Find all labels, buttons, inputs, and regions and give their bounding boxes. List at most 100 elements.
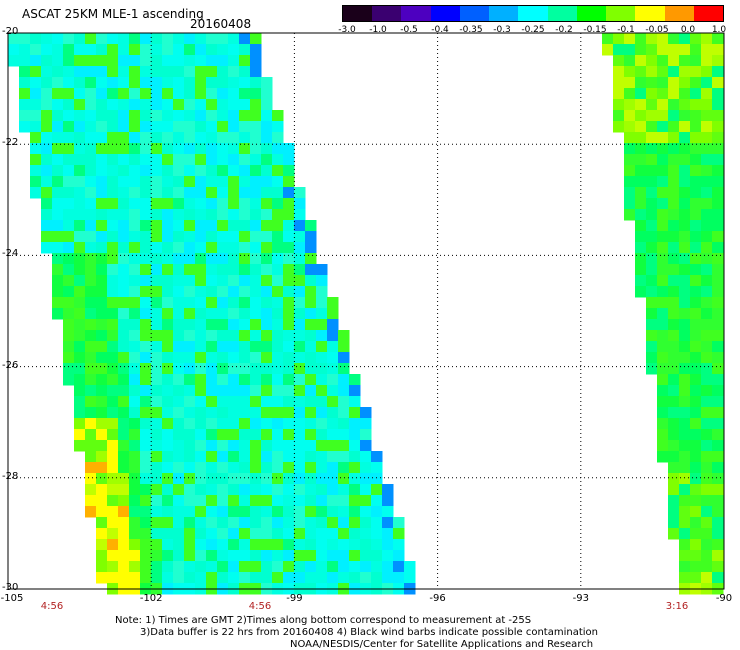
- swath-cell: [679, 407, 691, 419]
- note-line-2: 3)Data buffer is 22 hrs from 20160408 4)…: [140, 627, 598, 638]
- swath-cell: [261, 495, 273, 507]
- swath-cell: [316, 341, 328, 353]
- swath-cell: [195, 110, 207, 122]
- swath-cell: [283, 374, 295, 386]
- swath-cell: [85, 396, 97, 408]
- swath-cell: [250, 319, 262, 331]
- swath-cell: [52, 77, 64, 89]
- swath-cell: [85, 77, 97, 89]
- time-label-3: 3:16: [665, 601, 689, 612]
- swath-cell: [250, 341, 262, 353]
- swath-cell: [283, 341, 295, 353]
- swath-cell: [679, 154, 691, 166]
- swath-cell: [118, 77, 130, 89]
- swath-cell: [140, 484, 152, 496]
- swath-cell: [668, 264, 680, 276]
- swath-cell: [228, 352, 240, 364]
- swath-cell: [63, 363, 75, 375]
- swath-cell: [129, 396, 141, 408]
- swath-cell: [261, 209, 273, 221]
- swath-cell: [85, 473, 97, 485]
- swath-cell: [305, 231, 317, 243]
- swath-cell: [272, 484, 284, 496]
- swath-cell: [140, 264, 152, 276]
- swath-cell: [679, 528, 691, 540]
- swath-cell: [250, 462, 262, 474]
- swath-cell: [162, 187, 174, 199]
- swath-cell: [250, 99, 262, 111]
- swath-cell: [690, 44, 702, 56]
- swath-cell: [690, 539, 702, 551]
- swath-cell: [690, 220, 702, 232]
- color-scale-tick-label: -0.35: [459, 25, 483, 35]
- swath-cell: [228, 396, 240, 408]
- swath-cell: [107, 495, 119, 507]
- swath-cell: [690, 253, 702, 265]
- swath-cell: [195, 561, 207, 573]
- swath-cell: [162, 176, 174, 188]
- swath-cell: [635, 66, 647, 78]
- swath-cell: [305, 506, 317, 518]
- swath-cell: [206, 231, 218, 243]
- swath-cell: [635, 275, 647, 287]
- swath-cell: [195, 330, 207, 342]
- swath-cell: [173, 88, 185, 100]
- swath-cell: [327, 550, 339, 562]
- swath-cell: [371, 473, 383, 485]
- swath-cell: [96, 55, 108, 67]
- swath-cell: [239, 99, 251, 111]
- swath-cell: [151, 297, 163, 309]
- swath-cell: [151, 539, 163, 551]
- swath-cell: [239, 33, 251, 45]
- swath-cell: [712, 154, 724, 166]
- swath-cell: [305, 385, 317, 397]
- swath-cell: [283, 264, 295, 276]
- swath-cell: [162, 539, 174, 551]
- swath-cell: [272, 440, 284, 452]
- swath-cell: [228, 44, 240, 56]
- swath-cell: [250, 66, 262, 78]
- swath-cell: [63, 121, 75, 133]
- swath-cell: [338, 418, 350, 430]
- swath-cell: [195, 55, 207, 67]
- swath-cell: [30, 132, 42, 144]
- swath-cell: [173, 319, 185, 331]
- swath-cell: [272, 253, 284, 265]
- swath-cell: [151, 363, 163, 375]
- swath-cell: [118, 550, 130, 562]
- swath-cell: [118, 451, 130, 463]
- swath-cell: [338, 462, 350, 474]
- swath-cell: [701, 407, 713, 419]
- swath-cell: [162, 396, 174, 408]
- swath-cell: [668, 33, 680, 45]
- swath-cell: [63, 286, 75, 298]
- swath-cell: [371, 484, 383, 496]
- swath-cell: [679, 561, 691, 573]
- swath-cell: [63, 341, 75, 353]
- swath-cell: [217, 253, 229, 265]
- swath-cell: [250, 231, 262, 243]
- swath-cell: [668, 198, 680, 210]
- swath-cell: [272, 473, 284, 485]
- swath-cell: [118, 132, 130, 144]
- swath-cell: [261, 572, 273, 584]
- swath-cell: [129, 286, 141, 298]
- swath-cell: [657, 187, 669, 199]
- swath-cell: [217, 319, 229, 331]
- swath-cell: [327, 528, 339, 540]
- swath-cell: [195, 209, 207, 221]
- swath-cell: [239, 363, 251, 375]
- swath-cell: [316, 550, 328, 562]
- swath-cell: [184, 275, 196, 287]
- swath-cell: [74, 88, 86, 100]
- swath-cell: [294, 341, 306, 353]
- swath-cell: [63, 143, 75, 155]
- swath-cell: [250, 132, 262, 144]
- swath-cell: [283, 176, 295, 188]
- swath-cell: [140, 242, 152, 254]
- swath-cell: [316, 561, 328, 573]
- swath-cell: [316, 484, 328, 496]
- swath-cell: [184, 77, 196, 89]
- swath-cell: [140, 495, 152, 507]
